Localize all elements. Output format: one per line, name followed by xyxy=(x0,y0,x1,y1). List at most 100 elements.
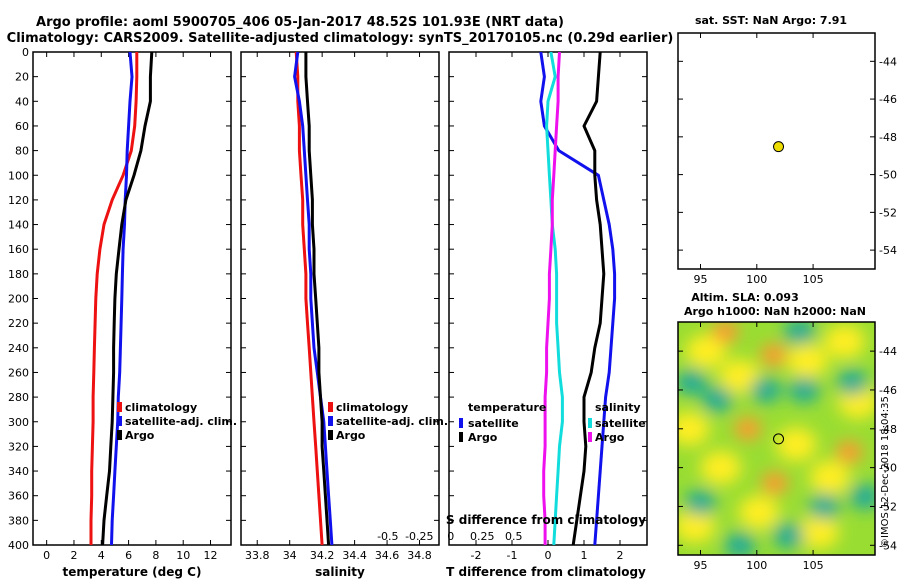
watermark: ©IMOS 12-Dec-2018 18:04:35 xyxy=(880,396,891,548)
temperature-ytick-label: 120 xyxy=(8,194,29,207)
salinity-panel: 33.8 34 34.2 34.4 34.6 34.8 salinity climatol… xyxy=(240,51,448,579)
sla_map-blob-mid xyxy=(761,472,789,495)
difference-xtick-label: 0 xyxy=(545,549,552,562)
sst-map-panel: sat. SST: NaN Argo: 7.91 95 100 105 -44 -46 -… xyxy=(677,14,897,286)
sla_map-blob-low xyxy=(750,376,782,403)
sla_map-ytick-label: -46 xyxy=(879,384,897,397)
difference-series-t-satellite xyxy=(539,52,617,545)
temperature-xtick-label: 10 xyxy=(176,549,190,562)
legend-swatch-argo xyxy=(328,430,333,440)
sla_map-ytick-label: -48 xyxy=(879,423,897,436)
sla_map-blob-low xyxy=(788,376,820,403)
temperature-ytick-label: 60 xyxy=(15,120,29,133)
difference-s-tick-label: -0.25 xyxy=(405,530,433,543)
sla_map-ytick-label: -44 xyxy=(879,345,897,358)
legend-label-climatology: climatology xyxy=(336,401,408,414)
temperature-xtick-label: 12 xyxy=(204,549,218,562)
sla_map-blob-high xyxy=(685,334,727,369)
temperature-ytick-label: 100 xyxy=(8,169,29,182)
legend-label-t-argo: Argo xyxy=(468,431,498,444)
difference-series-t-argo xyxy=(571,52,606,545)
legend-label-satellite: satellite-adj. clim. xyxy=(125,415,237,428)
legend-swatch-satellite xyxy=(328,416,333,426)
legend-swatch-s-argo xyxy=(588,432,592,442)
t-diff-xlabel: T difference from climatology xyxy=(446,565,646,579)
sla_map-blob-mid xyxy=(760,344,787,367)
sla_map-blob-low xyxy=(772,522,804,549)
difference-s-tick-label: 0.25 xyxy=(470,530,495,543)
legend-swatch-climatology xyxy=(328,402,333,412)
difference-s-tick-label: 0 xyxy=(447,530,454,543)
difference-legend-temperature: temperature satellite Argo xyxy=(459,401,546,444)
temperature-ytick-label: 360 xyxy=(8,490,29,503)
sla_map-blob-low xyxy=(724,532,756,555)
sla_map-blob-low xyxy=(849,483,875,510)
salinity-xlabel: salinity xyxy=(315,565,365,579)
temperature-ytick-label: 0 xyxy=(22,46,29,59)
sla_map-blob-high xyxy=(809,460,851,495)
legend-swatch-satellite xyxy=(117,416,122,426)
sla_map-ytick-label: -52 xyxy=(879,500,897,513)
sla_map-blob-mid xyxy=(734,417,761,440)
salinity-xtick-label: 34.2 xyxy=(310,549,335,562)
salinity-series-satellite-adj-clim- xyxy=(293,52,334,545)
sst_map-ytick-label: -48 xyxy=(879,131,897,144)
sla_map-xtick-label: 95 xyxy=(694,559,708,572)
legend-swatch-t-argo xyxy=(459,432,463,442)
sla_map-blob-mid xyxy=(712,322,739,343)
sla_map-blob-low xyxy=(836,369,869,396)
legend-label-climatology: climatology xyxy=(125,401,197,414)
temperature-series-satellite-adj-clim- xyxy=(110,52,134,545)
figure-title-line2: Climatology: CARS2009. Satellite-adjuste… xyxy=(7,31,674,46)
sla_map-blob-high xyxy=(798,514,840,549)
sst_map-xtick-label: 105 xyxy=(803,273,824,286)
sst_map-ytick-label: -50 xyxy=(879,169,897,182)
difference-xtick-label: 1 xyxy=(581,549,588,562)
sst_map-xtick-label: 95 xyxy=(694,273,708,286)
temperature-ytick-label: 240 xyxy=(8,342,29,355)
temperature-series-argo xyxy=(101,52,154,545)
difference-legend-salinity: salinity satellite Argo xyxy=(588,401,646,444)
legend-label-satellite: satellite-adj. clim. xyxy=(336,415,448,428)
legend-label-s-satellite: satellite xyxy=(595,417,646,430)
temperature-ytick-label: 160 xyxy=(8,243,29,256)
sla_map-blob-low xyxy=(701,386,734,413)
figure-title-line1: Argo profile: aoml 5900705_406 05-Jan-20… xyxy=(36,15,564,30)
temperature-ytick-label: 80 xyxy=(15,145,29,158)
sla_map-xtick-label: 100 xyxy=(746,559,767,572)
sla-map-subtitle: Argo h1000: NaN h2000: NaN xyxy=(684,305,866,318)
legend-title-temperature: temperature xyxy=(468,401,546,414)
sla-map-frame xyxy=(677,321,876,556)
temperature-xtick-label: 4 xyxy=(98,549,105,562)
temperature-ytick-label: 20 xyxy=(15,71,29,84)
temperature-xtick-label: 0 xyxy=(43,549,50,562)
temperature-xtick-label: 2 xyxy=(70,549,77,562)
salinity-xtick-label: 34.6 xyxy=(375,549,400,562)
sla_map-ytick-label: -50 xyxy=(879,462,897,475)
difference-series-s-satellite xyxy=(545,52,564,545)
salinity-series-argo xyxy=(304,52,331,545)
sla_map-blob-high xyxy=(700,450,742,485)
sst_map-ytick-label: -44 xyxy=(879,55,897,68)
salinity-xtick-label: 34.8 xyxy=(407,549,432,562)
salinity-panel-frame xyxy=(240,51,440,546)
difference-xtick-label: 2 xyxy=(617,549,624,562)
sla_map-blob-high xyxy=(678,508,716,543)
salinity-xtick-label: 33.8 xyxy=(245,549,270,562)
temperature-xtick-label: 8 xyxy=(152,549,159,562)
difference-s-tick-label: 0.5 xyxy=(505,530,523,543)
s-diff-xlabel: S difference from climatology xyxy=(446,513,646,527)
legend-label-argo: Argo xyxy=(125,429,155,442)
temperature-ytick-label: 40 xyxy=(15,95,29,108)
legend-swatch-t-satellite xyxy=(459,418,463,428)
legend-label-argo: Argo xyxy=(336,429,366,442)
sla_map-xtick-label: 105 xyxy=(803,559,824,572)
difference-panel: -2 -1 0 1 2 -0.5 -0.25 0 0.25 0.5 S difference fr… xyxy=(377,51,648,579)
temperature-ytick-label: 220 xyxy=(8,317,29,330)
temperature-ytick-label: 400 xyxy=(8,539,29,552)
temperature-ytick-label: 260 xyxy=(8,366,29,379)
sla-map-title: Altim. SLA: 0.093 xyxy=(691,291,798,304)
sla_map-blob-high xyxy=(738,495,780,530)
sla_map-blob-high xyxy=(678,411,710,446)
